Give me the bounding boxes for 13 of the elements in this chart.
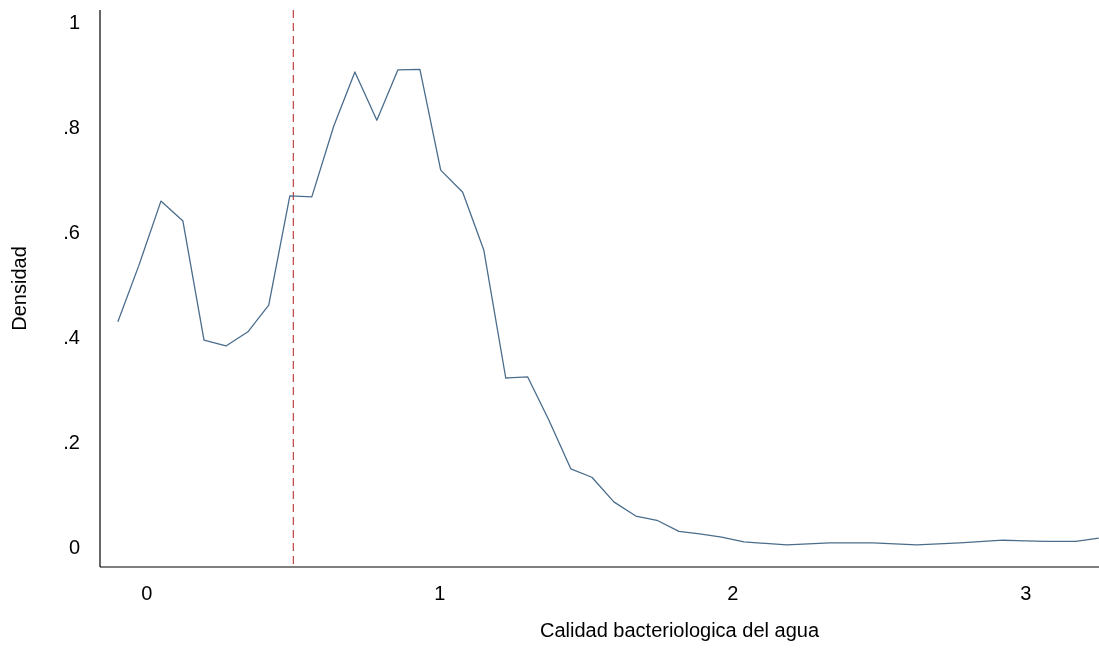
y-tick-label: 0: [68, 536, 80, 559]
y-tick-label: .8: [63, 116, 80, 139]
y-axis-title: Densidad: [8, 246, 30, 331]
line-series: [117, 68, 1099, 546]
y-tick-label: 1: [68, 11, 80, 34]
y-tick-label: .6: [63, 221, 80, 244]
x-tick-label: 1: [434, 582, 446, 604]
x-tick-label: 0: [141, 582, 153, 604]
x-tick-label: 2: [727, 582, 739, 604]
x-tick-label: 3: [1020, 582, 1032, 604]
y-tick-label: .2: [63, 431, 80, 454]
y-tick-label: .4: [63, 326, 80, 349]
x-axis-title: Calidad bacteriologica del agua: [539, 619, 820, 641]
